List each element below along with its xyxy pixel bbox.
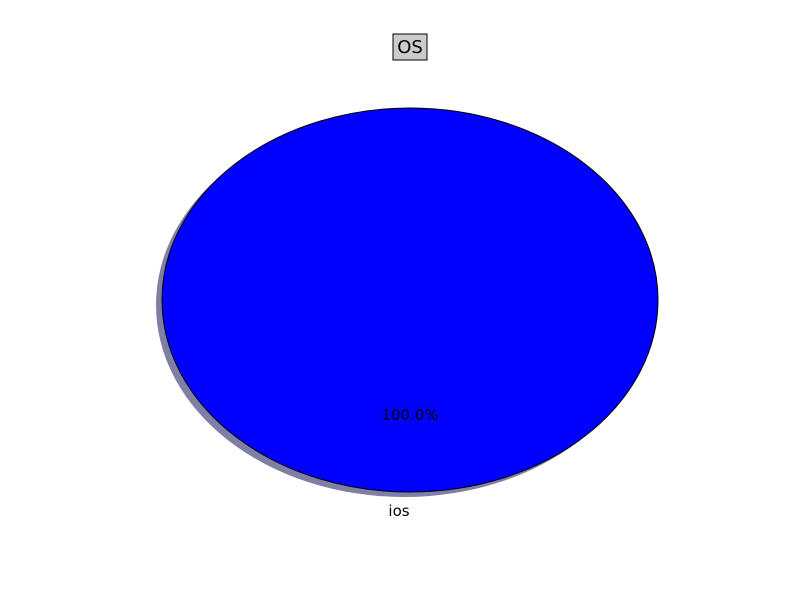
pie-slice-ios xyxy=(161,107,659,493)
chart-title-group: OS xyxy=(392,33,428,61)
pie-category-label-ios: ios xyxy=(388,502,409,520)
pie-labels: 100.0% ios xyxy=(381,406,438,520)
pie-slices xyxy=(156,107,659,497)
chart-title: OS xyxy=(397,37,423,58)
chart-title-box xyxy=(392,33,428,61)
pie-percent-label-ios: 100.0% xyxy=(381,406,438,424)
